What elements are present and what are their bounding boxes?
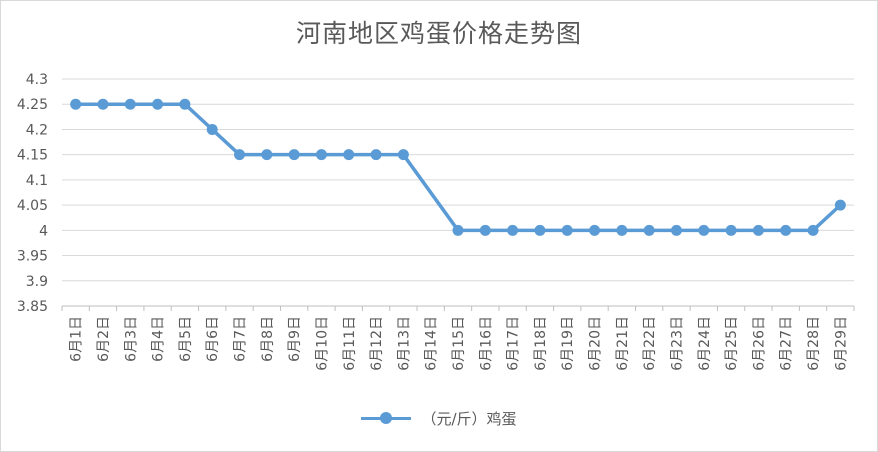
y-tick-label: 4.2	[26, 122, 48, 138]
data-point	[179, 98, 191, 110]
data-point	[807, 224, 819, 236]
y-tick-label: 4	[39, 223, 48, 239]
data-point	[343, 149, 355, 161]
x-tick-label: 6月1日	[69, 316, 85, 362]
x-tick-label: 6月9日	[287, 316, 303, 362]
data-point	[589, 224, 601, 236]
x-tick-label: 6月11日	[342, 316, 358, 371]
data-point	[234, 149, 246, 161]
data-point	[124, 98, 136, 110]
series-egg-price	[70, 98, 846, 236]
data-point	[561, 224, 573, 236]
data-point	[834, 199, 846, 211]
x-tick-label: 6月26日	[751, 316, 767, 371]
x-tick-label: 6月3日	[123, 316, 139, 362]
x-tick-label: 6月24日	[697, 316, 713, 371]
x-tick-label: 6月7日	[233, 316, 249, 362]
data-point	[397, 149, 409, 161]
legend-label: （元/斤）鸡蛋	[421, 410, 517, 428]
x-tick-label: 6月21日	[615, 316, 631, 371]
y-tick-label: 4.05	[17, 198, 48, 214]
legend-marker	[361, 412, 412, 424]
x-tick-label: 6月19日	[560, 316, 576, 371]
x-tick-label: 6月16日	[478, 316, 494, 371]
x-tick-label: 6月18日	[533, 316, 549, 371]
x-axis	[61, 305, 855, 311]
x-tick-label: 6月2日	[96, 316, 112, 362]
x-axis-ticks: 6月1日 6月2日 6月3日 6月4日 6月5日 6月6日 6月7日 6月8日 6月9日 6月10…	[69, 316, 850, 371]
x-tick-label: 6月5日	[178, 316, 194, 362]
data-point	[670, 224, 682, 236]
data-point	[152, 98, 164, 110]
x-tick-label: 6月6日	[205, 316, 221, 362]
x-tick-label: 6月8日	[260, 316, 276, 362]
data-point	[452, 224, 464, 236]
y-tick-label: 4.1	[26, 173, 48, 189]
grid-lines	[62, 78, 854, 282]
data-point	[479, 224, 491, 236]
y-tick-label: 3.95	[17, 249, 48, 265]
legend-marker-dot	[380, 412, 393, 424]
data-point	[370, 149, 382, 161]
y-tick-label: 3.85	[17, 299, 48, 315]
data-point	[261, 149, 273, 161]
data-point	[725, 224, 737, 236]
data-point	[97, 98, 109, 110]
y-axis-ticks: 4.3 4.25 4.2 4.15 4.1 4.05 4 3.95 3.9 3.85	[17, 72, 48, 315]
data-point	[288, 149, 300, 161]
data-point	[698, 224, 710, 236]
x-tick-label: 6月25日	[724, 316, 740, 371]
data-point	[507, 224, 519, 236]
x-tick-label: 6月22日	[642, 316, 658, 371]
data-point	[534, 224, 546, 236]
data-point	[315, 149, 327, 161]
data-point	[206, 123, 218, 135]
data-point	[752, 224, 764, 236]
y-tick-label: 4.3	[26, 72, 48, 88]
data-point	[70, 98, 82, 110]
x-tick-label: 6月4日	[151, 316, 167, 362]
y-tick-label: 4.15	[17, 148, 48, 164]
data-point	[643, 224, 655, 236]
data-point	[780, 224, 792, 236]
x-tick-label: 6月13日	[396, 316, 412, 371]
chart-title: 河南地区鸡蛋价格走势图	[295, 19, 582, 48]
x-tick-label: 6月20日	[588, 316, 604, 371]
x-tick-label: 6月17日	[506, 316, 522, 371]
series-line	[75, 102, 842, 233]
x-tick-label: 6月12日	[369, 316, 385, 371]
x-tick-label: 6月10日	[314, 316, 330, 371]
x-tick-label: 6月15日	[451, 316, 467, 371]
legend: （元/斤）鸡蛋	[0, 408, 878, 429]
x-tick-label: 6月14日	[424, 316, 440, 371]
x-tick-label: 6月23日	[669, 316, 685, 371]
data-point	[616, 224, 628, 236]
y-tick-label: 3.9	[26, 274, 48, 290]
x-tick-label: 6月28日	[806, 316, 822, 371]
x-tick-label: 6月27日	[779, 316, 795, 371]
x-tick-label: 6月29日	[833, 316, 849, 371]
y-tick-label: 4.25	[17, 97, 48, 113]
